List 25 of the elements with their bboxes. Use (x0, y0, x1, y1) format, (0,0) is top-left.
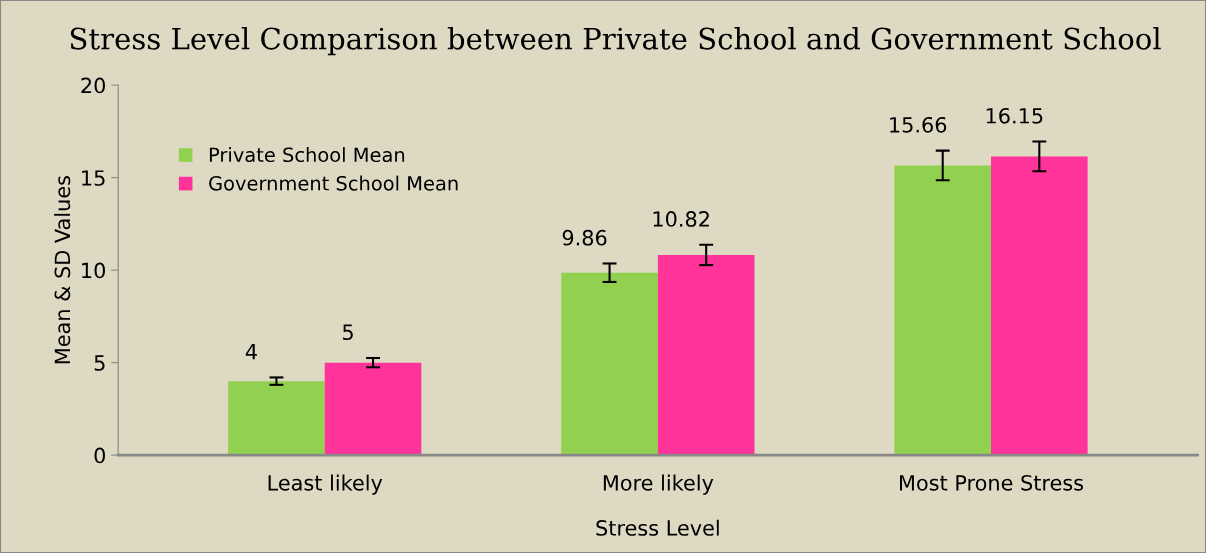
bar (561, 272, 658, 456)
bar (657, 254, 755, 456)
y-tick-label: 20 (81, 77, 105, 94)
legend-label: Government School Mean (209, 175, 458, 191)
x-tick-label: Least likely (268, 474, 383, 495)
chart-title: Stress Level Comparison between Private School and Government School (70, 27, 1161, 56)
y-axis-title: Mean & SD Values (54, 176, 71, 364)
y-tick-label: 0 (94, 447, 105, 464)
data-label: 10.82 (653, 211, 709, 227)
bar (324, 362, 422, 456)
bar (894, 165, 992, 456)
data-label: 16.15 (986, 107, 1043, 124)
x-tick-label: Most Prone Stress (900, 474, 1084, 491)
y-tick-label: 5 (94, 355, 105, 371)
x-tick-label: More likely (603, 474, 714, 495)
x-axis-title: Stress Level (596, 519, 719, 536)
data-label: 15.66 (890, 116, 947, 133)
y-tick-label: 10 (82, 262, 105, 279)
data-label: 5 (343, 324, 353, 341)
legend-label: Private School Mean (209, 147, 405, 163)
y-tick-label: 15 (82, 170, 105, 186)
data-label: 9.86 (562, 229, 607, 246)
data-label: 4 (245, 344, 257, 360)
bar (228, 381, 325, 456)
bar (991, 156, 1088, 456)
